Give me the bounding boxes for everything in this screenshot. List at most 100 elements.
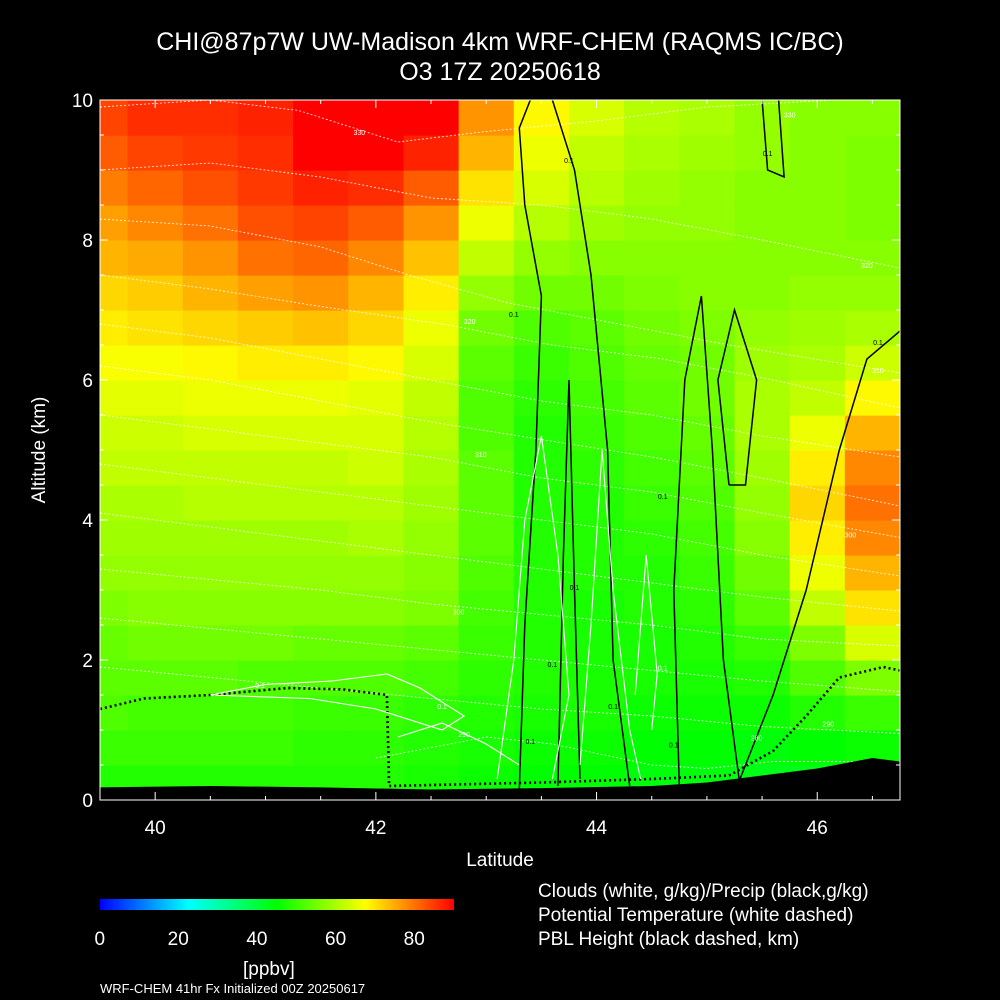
heatmap-cell — [100, 135, 129, 171]
heatmap-cell — [100, 415, 129, 451]
heatmap-cell — [458, 240, 515, 276]
precip-contour — [761, 100, 785, 179]
heatmap-cell — [624, 520, 680, 556]
heatmap-cell — [624, 170, 680, 206]
heatmap-cell — [182, 310, 239, 346]
heatmap-cell — [237, 590, 294, 626]
heatmap-cell — [513, 205, 570, 241]
precip-contour — [739, 330, 900, 780]
heatmap-cell — [182, 415, 239, 451]
heatmap-cell — [100, 310, 129, 346]
heatmap-cell — [403, 135, 460, 171]
heatmap-cell — [182, 450, 239, 486]
heatmap-cell — [403, 170, 460, 206]
cloud-contour — [397, 722, 520, 766]
heatmap-cell — [403, 520, 460, 556]
heatmap-cell — [182, 170, 239, 206]
heatmap-cell — [679, 555, 736, 591]
heatmap-cell — [679, 695, 736, 731]
heatmap-cell — [679, 520, 736, 556]
heatmap-cell — [458, 275, 515, 311]
heatmap-cell — [844, 695, 900, 731]
heatmap-cell — [348, 345, 405, 381]
heatmap-cell — [293, 275, 349, 311]
heatmap-cell — [403, 415, 460, 451]
heatmap-cell — [734, 275, 791, 311]
heatmap-cell — [458, 415, 515, 451]
heatmap-cell — [679, 240, 736, 276]
heatmap-cell — [127, 695, 184, 731]
heatmap-cell — [293, 170, 349, 206]
heatmap-cell — [458, 310, 515, 346]
heatmap-cell — [403, 625, 460, 661]
heatmap-cell — [127, 520, 184, 556]
heatmap-cell — [568, 170, 625, 206]
heatmap-cell — [182, 590, 239, 626]
heatmap-cell — [100, 730, 129, 766]
heatmap-cell — [734, 205, 791, 241]
potential-temperature-contour — [100, 274, 900, 409]
heatmap-cell — [182, 345, 239, 381]
heatmap-cell — [127, 135, 184, 171]
heatmap-cell — [734, 345, 791, 381]
contour-label: 0.1 — [548, 662, 558, 669]
contour-label: 320 — [861, 263, 873, 270]
heatmap-cell — [237, 380, 294, 416]
contour-label: 300 — [453, 610, 465, 617]
heatmap-cell — [513, 485, 570, 521]
heatmap-cell — [403, 555, 460, 591]
heatmap-cell — [789, 695, 846, 731]
heatmap-cell — [100, 170, 129, 206]
heatmap-cell — [789, 660, 846, 696]
heatmap-cell — [127, 170, 184, 206]
heatmap-cell — [293, 625, 349, 661]
heatmap-cell — [844, 205, 900, 241]
contour-label: 0.1 — [608, 704, 618, 711]
heatmap-cell — [789, 135, 846, 171]
cloud-contour — [210, 673, 466, 731]
heatmap-cell — [182, 730, 239, 766]
potential-temperature-contour — [100, 463, 900, 577]
heatmap-cell — [237, 450, 294, 486]
heatmap-cell — [237, 520, 294, 556]
contour-label: 310 — [475, 452, 487, 459]
heatmap-cell — [568, 730, 625, 766]
heatmap-cell — [127, 205, 184, 241]
y-tick-label: 2 — [82, 651, 93, 672]
heatmap-cell — [182, 625, 239, 661]
heatmap-cell — [679, 205, 736, 241]
x-tick-label: 42 — [365, 818, 386, 839]
contour-label: 0.1 — [509, 312, 519, 319]
potential-temperature-contour — [100, 666, 900, 734]
heatmap-cell — [237, 240, 294, 276]
heatmap-cell — [348, 555, 405, 591]
heatmap-cell — [458, 485, 515, 521]
heatmap-cell — [458, 555, 515, 591]
heatmap-cell — [403, 205, 460, 241]
y-axis-label: Altitude (km) — [29, 397, 50, 504]
heatmap-cell — [679, 275, 736, 311]
x-tick-label: 46 — [807, 818, 828, 839]
heatmap-cell — [182, 485, 239, 521]
heatmap-cell — [513, 240, 570, 276]
heatmap-cell — [237, 345, 294, 381]
heatmap-cell — [734, 695, 791, 731]
colorbar-tick-label: 80 — [403, 929, 425, 950]
heatmap-cell — [100, 625, 129, 661]
potential-temperature-contour — [100, 365, 900, 507]
heatmap-cell — [293, 555, 349, 591]
heatmap-cell — [789, 485, 846, 521]
contour-label: 290 — [822, 722, 834, 729]
heatmap-cell — [568, 275, 625, 311]
heatmap-cell — [348, 520, 405, 556]
heatmap-cell — [127, 485, 184, 521]
heatmap-cell — [100, 450, 129, 486]
cloud-contour — [579, 449, 642, 780]
heatmap-cell — [293, 520, 349, 556]
heatmap-cell — [734, 310, 791, 346]
contour-label: 320 — [464, 319, 476, 326]
heatmap-cell — [624, 415, 680, 451]
heatmap-cell — [789, 625, 846, 661]
heatmap-cell — [127, 450, 184, 486]
heatmap-cell — [458, 135, 515, 171]
